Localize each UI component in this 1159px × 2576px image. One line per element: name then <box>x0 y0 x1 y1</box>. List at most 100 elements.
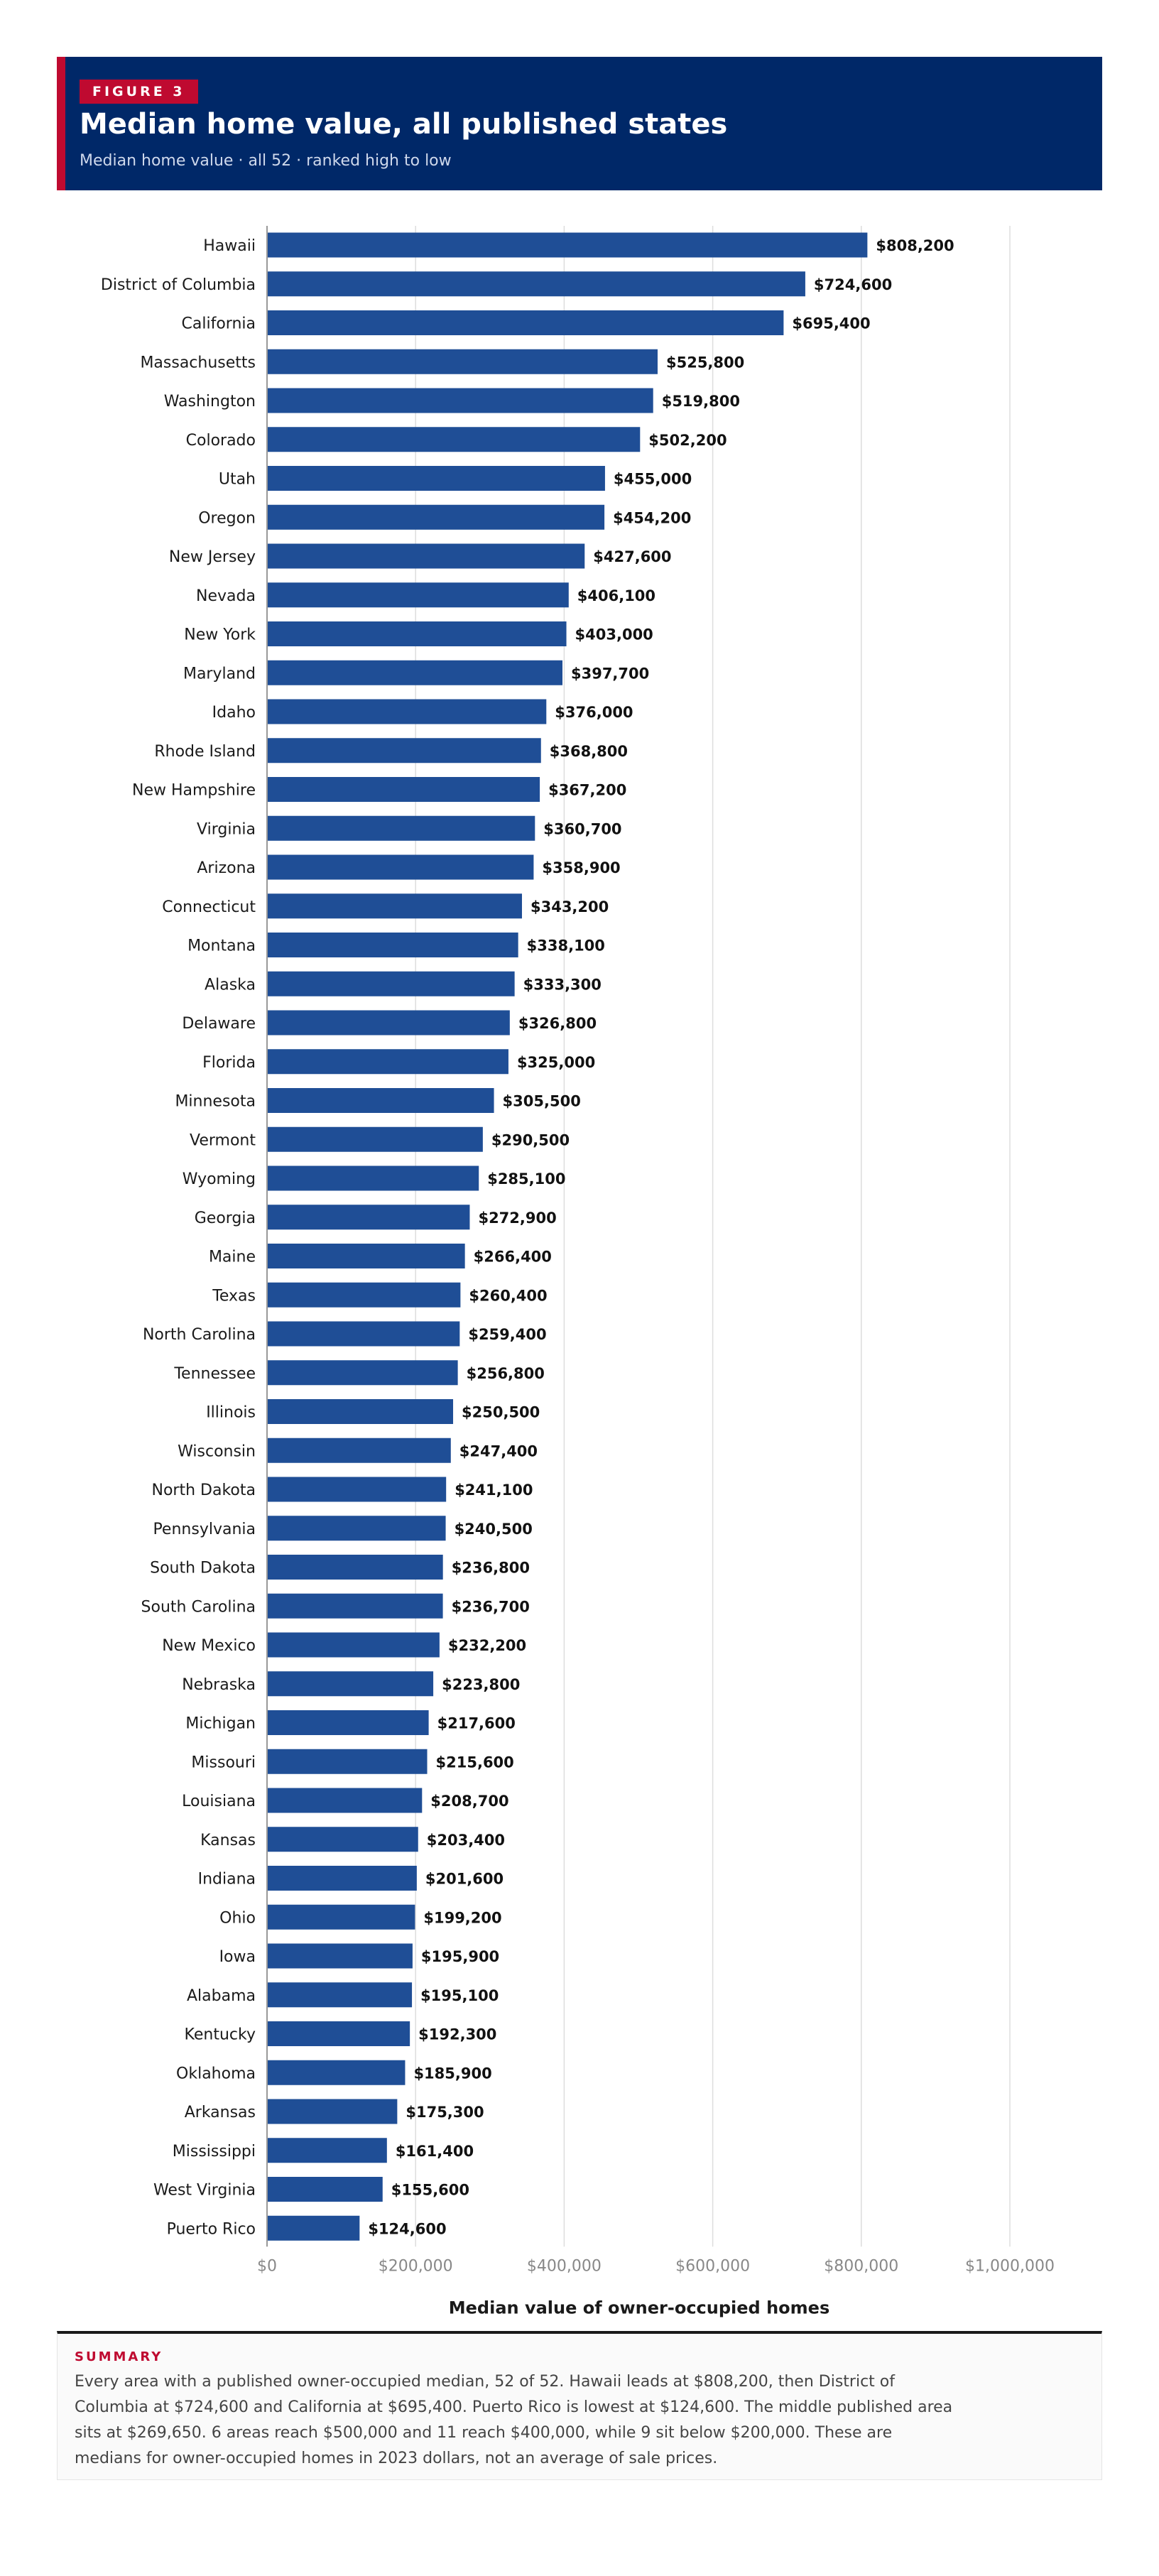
value-label: $203,400 <box>427 1832 505 1849</box>
bar <box>267 738 541 763</box>
bar <box>267 1205 470 1230</box>
category-label: New Hampshire <box>132 782 256 800</box>
category-label: Alabama <box>187 1987 256 2005</box>
value-label: $406,100 <box>577 587 655 604</box>
value-label: $272,900 <box>478 1210 556 1227</box>
summary-label: SUMMARY <box>75 2349 163 2364</box>
value-label: $232,200 <box>448 1637 526 1654</box>
value-label: $241,100 <box>455 1482 533 1499</box>
category-label: Ohio <box>219 1909 256 1927</box>
value-label: $199,200 <box>423 1909 501 1926</box>
category-label: Alaska <box>205 976 256 994</box>
category-label: Tennessee <box>173 1365 256 1383</box>
x-axis-title: Median value of owner-occupied homes <box>449 2298 829 2317</box>
value-label: $333,300 <box>523 976 602 993</box>
category-label: New Mexico <box>162 1637 256 1655</box>
bar <box>267 2099 398 2124</box>
x-tick-label: $800,000 <box>824 2257 898 2275</box>
category-label: Minnesota <box>175 1093 256 1111</box>
category-label: Puerto Rico <box>167 2220 256 2238</box>
category-label: Connecticut <box>162 898 256 916</box>
chart-title: Median home value, all published states <box>80 108 728 141</box>
value-label: $325,000 <box>517 1054 595 1071</box>
value-label: $260,400 <box>469 1287 547 1304</box>
value-label: $724,600 <box>814 276 892 293</box>
bar <box>267 1477 447 1502</box>
value-label: $502,200 <box>648 432 727 449</box>
value-label: $455,000 <box>614 471 692 488</box>
value-label: $259,400 <box>468 1326 546 1343</box>
category-label: Illinois <box>206 1404 256 1422</box>
value-label: $525,800 <box>666 354 744 371</box>
bar <box>267 1049 508 1075</box>
category-label: Delaware <box>182 1015 256 1033</box>
value-label: $285,100 <box>487 1170 565 1188</box>
bar <box>267 777 540 802</box>
bar-chart: Hawaii $808,200 District of Columbia $724,6… <box>101 226 1055 2317</box>
bar <box>267 1165 479 1191</box>
value-label: $360,700 <box>543 820 621 837</box>
bar <box>267 582 569 608</box>
category-label: Florida <box>202 1054 256 1072</box>
bar <box>267 1904 415 1930</box>
value-label: $247,400 <box>459 1442 538 1460</box>
bar <box>267 1866 417 1891</box>
bar <box>267 466 605 491</box>
bar <box>267 310 784 335</box>
category-label: Wyoming <box>183 1170 256 1188</box>
category-label: Texas <box>212 1287 256 1305</box>
category-label: North Carolina <box>143 1326 256 1344</box>
value-label: $124,600 <box>368 2220 446 2237</box>
category-label: Oklahoma <box>176 2065 256 2082</box>
bar <box>267 1982 413 2008</box>
category-label: South Dakota <box>150 1560 256 1577</box>
category-label: Michigan <box>185 1715 256 1733</box>
bar <box>267 1438 451 1463</box>
bar <box>267 1360 458 1386</box>
bar <box>267 2060 406 2085</box>
category-label: Massachusetts <box>140 354 256 371</box>
bar <box>267 1010 510 1036</box>
value-label: $266,400 <box>474 1249 552 1266</box>
category-label: Utah <box>219 471 256 489</box>
bar <box>267 893 522 919</box>
x-tick-label: $600,000 <box>675 2257 750 2275</box>
category-label: Missouri <box>191 1754 256 1771</box>
value-label: $215,600 <box>436 1754 514 1771</box>
value-label: $195,100 <box>420 1987 499 2004</box>
value-label: $195,900 <box>421 1948 499 1965</box>
bar <box>267 971 515 996</box>
value-label: $519,800 <box>662 393 740 410</box>
bar <box>267 349 658 374</box>
value-label: $208,700 <box>430 1793 508 1810</box>
category-label: Colorado <box>186 432 256 450</box>
bar <box>267 1088 494 1113</box>
value-label: $185,900 <box>413 2065 491 2082</box>
x-tick-label: $1,000,000 <box>965 2257 1055 2275</box>
value-label: $403,000 <box>575 626 653 643</box>
value-label: $695,400 <box>792 315 870 332</box>
value-label: $155,600 <box>391 2182 469 2199</box>
value-label: $290,500 <box>491 1131 570 1148</box>
value-label: $376,000 <box>555 704 633 721</box>
bar <box>267 1555 443 1580</box>
value-label: $236,800 <box>452 1560 530 1577</box>
category-label: Kansas <box>200 1832 256 1849</box>
value-label: $358,900 <box>542 859 620 876</box>
bar <box>267 1943 413 1969</box>
category-label: Indiana <box>198 1871 256 1888</box>
value-label: $305,500 <box>503 1093 581 1110</box>
value-label: $326,800 <box>518 1015 597 1032</box>
category-label: Arizona <box>197 859 256 877</box>
bar <box>267 1244 465 1268</box>
category-label: Idaho <box>212 704 256 722</box>
bar <box>267 543 585 569</box>
bar <box>267 815 535 841</box>
category-label: California <box>182 315 256 333</box>
category-label: Mississippi <box>173 2143 256 2161</box>
category-label: Wisconsin <box>178 1442 256 1460</box>
value-label: $338,100 <box>527 938 605 955</box>
bar <box>267 1399 454 1424</box>
bar <box>267 427 641 452</box>
bar <box>267 1671 434 1697</box>
